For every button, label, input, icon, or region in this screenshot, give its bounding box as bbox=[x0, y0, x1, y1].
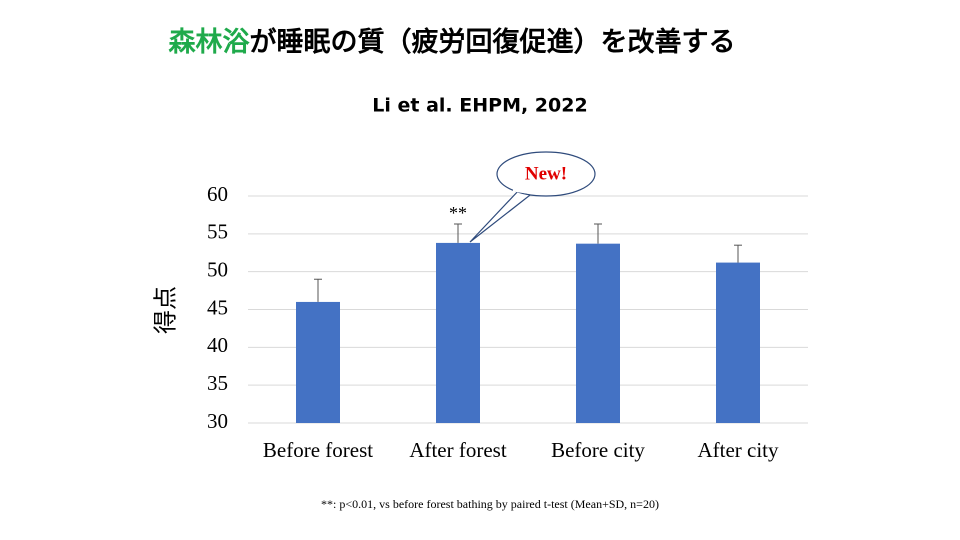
x-tick-label: After forest bbox=[409, 438, 507, 462]
title-highlight: 森林浴 bbox=[169, 27, 251, 58]
error-bar bbox=[454, 223, 462, 243]
title-rest: が睡眠の質（疲労回復促進）を改善する bbox=[250, 26, 736, 58]
y-tick-label: 60 bbox=[207, 182, 228, 206]
subtitle: Li et al. EHPM, 2022 bbox=[372, 95, 587, 117]
error-bar bbox=[594, 223, 602, 244]
y-tick-label: 50 bbox=[207, 257, 228, 281]
x-tick-label: After city bbox=[697, 438, 779, 462]
plot-area: 30 35 40 45 50 55 60 Before forest After forest B… bbox=[207, 182, 808, 462]
error-bar bbox=[314, 278, 322, 302]
y-tick-label: 30 bbox=[207, 409, 228, 433]
significance-mark: ** bbox=[449, 203, 467, 223]
error-bar bbox=[734, 244, 742, 263]
bar bbox=[296, 301, 340, 423]
bar bbox=[436, 242, 480, 423]
callout-bubble bbox=[496, 151, 596, 197]
slide-title: 森林浴が睡眠の質（疲労回復促進）を改善する bbox=[169, 26, 736, 58]
y-tick-label: 55 bbox=[207, 220, 228, 244]
y-tick-label: 40 bbox=[207, 333, 228, 357]
y-tick-label: 35 bbox=[207, 371, 228, 395]
x-tick-label: Before forest bbox=[263, 438, 373, 462]
y-tick-label: 45 bbox=[207, 295, 228, 319]
footnote: **: p<0.01, vs before forest bathing by … bbox=[321, 497, 659, 511]
y-axis-label: 得点 bbox=[153, 286, 180, 334]
callout-text: New! bbox=[525, 163, 567, 184]
bar bbox=[716, 262, 760, 423]
callout-join bbox=[512, 188, 534, 195]
bar bbox=[576, 243, 620, 423]
x-tick-label: Before city bbox=[551, 438, 645, 462]
